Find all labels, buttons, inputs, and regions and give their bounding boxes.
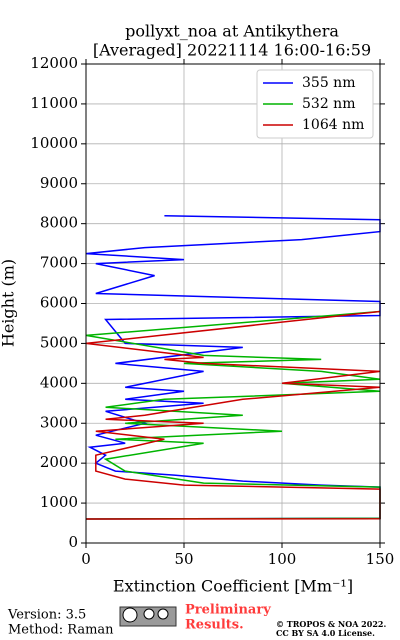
x-tick-label: 50 — [174, 550, 193, 568]
sa-icon — [157, 608, 169, 620]
y-tick-label: 5000 — [40, 333, 78, 351]
cc-icon — [122, 607, 138, 623]
y-tick-label: 2000 — [40, 453, 78, 471]
method: Method: Raman — [8, 623, 114, 638]
copyright: © TROPOS & NOA 2022. — [276, 619, 386, 629]
y-tick-label: 0 — [68, 533, 78, 551]
series-line — [85, 214, 381, 520]
chart-title: pollyxt_noa at Antikythera — [125, 22, 339, 41]
y-tick-label: 9000 — [40, 174, 78, 192]
y-tick-label: 1000 — [40, 493, 78, 511]
version: Version: 3.5 — [7, 608, 86, 623]
plot-frame — [85, 63, 381, 544]
chart-subtitle: [Averaged] 20221114 16:00-16:59 — [93, 41, 371, 60]
y-tick-label: 11000 — [30, 94, 78, 112]
y-tick-label: 7000 — [40, 254, 78, 272]
x-tick-label: 100 — [268, 550, 297, 568]
y-tick-label: 12000 — [30, 54, 78, 72]
x-axis-label: Extinction Coefficient [Mm⁻¹] — [113, 577, 353, 596]
y-axis-label: Height (m) — [0, 259, 18, 347]
series-line — [85, 310, 381, 520]
y-tick-label: 4000 — [40, 373, 78, 391]
results: Results. — [185, 618, 244, 633]
x-tick-label: 150 — [366, 550, 395, 568]
license: CC BY SA 4.0 License. — [276, 628, 375, 638]
legend-label: 1064 nm — [302, 117, 364, 133]
y-tick-label: 10000 — [30, 134, 78, 152]
y-tick-label: 3000 — [40, 413, 78, 431]
legend-box — [256, 69, 374, 139]
legend-label: 532 nm — [302, 96, 355, 112]
series-line — [85, 310, 381, 520]
legend-label: 355 nm — [302, 75, 355, 91]
by-icon — [143, 608, 155, 620]
x-tick-label: 0 — [81, 550, 91, 568]
y-tick-label: 8000 — [40, 214, 78, 232]
preliminary: Preliminary — [185, 603, 271, 618]
y-tick-label: 6000 — [40, 294, 78, 312]
